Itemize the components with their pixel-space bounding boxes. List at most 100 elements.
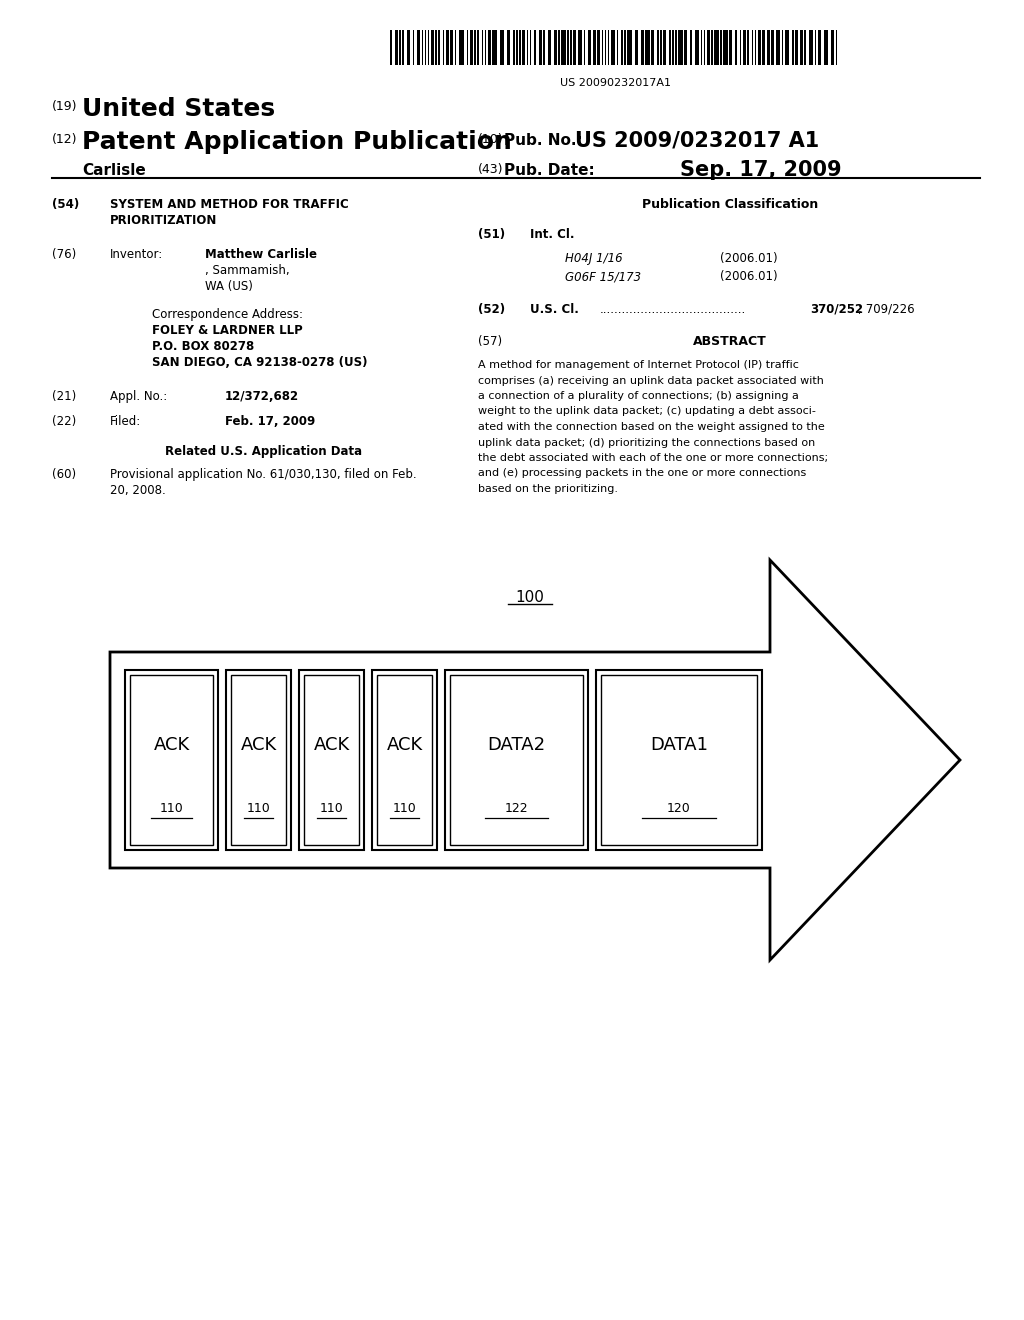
Text: (51): (51) bbox=[478, 228, 505, 242]
Bar bbox=[417, 30, 420, 65]
Text: Correspondence Address:: Correspondence Address: bbox=[152, 308, 303, 321]
Bar bbox=[231, 675, 286, 845]
Bar bbox=[616, 30, 618, 65]
Text: , Sammamish,: , Sammamish, bbox=[205, 264, 290, 277]
Bar bbox=[792, 30, 794, 65]
Bar bbox=[573, 30, 575, 65]
Bar bbox=[694, 30, 699, 65]
Bar bbox=[570, 30, 571, 65]
Bar bbox=[492, 30, 497, 65]
Text: 110: 110 bbox=[160, 801, 183, 814]
Text: ated with the connection based on the weight assigned to the: ated with the connection based on the we… bbox=[478, 422, 824, 432]
Text: weight to the uplink data packet; (c) updating a debt associ-: weight to the uplink data packet; (c) up… bbox=[478, 407, 816, 417]
Bar bbox=[588, 30, 591, 65]
Bar bbox=[578, 30, 582, 65]
Text: the debt associated with each of the one or more connections;: the debt associated with each of the one… bbox=[478, 453, 828, 463]
Text: FOLEY & LARDNER LLP: FOLEY & LARDNER LLP bbox=[152, 323, 303, 337]
Text: (19): (19) bbox=[52, 100, 78, 114]
Text: and (e) processing packets in the one or more connections: and (e) processing packets in the one or… bbox=[478, 469, 806, 479]
Text: Feb. 17, 2009: Feb. 17, 2009 bbox=[225, 414, 315, 428]
Text: Appl. No.:: Appl. No.: bbox=[110, 389, 167, 403]
Bar bbox=[500, 30, 504, 65]
Text: (54): (54) bbox=[52, 198, 79, 211]
Text: Pub. No.:: Pub. No.: bbox=[504, 133, 583, 148]
Bar bbox=[775, 30, 780, 65]
Bar bbox=[675, 30, 677, 65]
Bar bbox=[823, 30, 828, 65]
Text: US 2009/0232017 A1: US 2009/0232017 A1 bbox=[575, 129, 819, 150]
Bar bbox=[442, 30, 444, 65]
Text: Patent Application Publication: Patent Application Publication bbox=[82, 129, 512, 154]
Bar bbox=[707, 30, 710, 65]
Bar bbox=[809, 30, 813, 65]
Text: ABSTRACT: ABSTRACT bbox=[693, 335, 767, 348]
Text: (10): (10) bbox=[478, 133, 504, 147]
Text: DATA2: DATA2 bbox=[487, 737, 546, 754]
Bar bbox=[558, 30, 559, 65]
Bar bbox=[784, 30, 790, 65]
Bar bbox=[526, 30, 528, 65]
Text: ACK: ACK bbox=[313, 737, 349, 754]
Bar bbox=[817, 30, 820, 65]
Text: Inventor:: Inventor: bbox=[110, 248, 163, 261]
Text: P.O. BOX 80278: P.O. BOX 80278 bbox=[152, 341, 254, 352]
Bar bbox=[645, 30, 649, 65]
Bar bbox=[601, 675, 757, 845]
Bar bbox=[836, 30, 837, 65]
Bar bbox=[684, 30, 687, 65]
Bar bbox=[690, 30, 691, 65]
Bar bbox=[516, 30, 517, 65]
Bar bbox=[700, 30, 702, 65]
Bar bbox=[445, 30, 449, 65]
Text: Int. Cl.: Int. Cl. bbox=[530, 228, 574, 242]
Bar bbox=[435, 30, 436, 65]
Bar bbox=[752, 30, 753, 65]
Bar bbox=[399, 30, 400, 65]
Bar bbox=[596, 671, 762, 850]
Text: .......................................: ....................................... bbox=[600, 304, 746, 315]
Text: ; 709/226: ; 709/226 bbox=[858, 304, 914, 315]
Text: Publication Classification: Publication Classification bbox=[642, 198, 818, 211]
Text: uplink data packet; (d) prioritizing the connections based on: uplink data packet; (d) prioritizing the… bbox=[478, 437, 815, 447]
Text: (22): (22) bbox=[52, 414, 76, 428]
Bar bbox=[657, 30, 658, 65]
Bar bbox=[226, 671, 291, 850]
Text: 110: 110 bbox=[392, 801, 417, 814]
Bar bbox=[621, 30, 623, 65]
Text: (2006.01): (2006.01) bbox=[720, 252, 777, 265]
Text: G06F 15/173: G06F 15/173 bbox=[565, 271, 641, 282]
Bar bbox=[438, 30, 439, 65]
Bar bbox=[430, 30, 433, 65]
Bar bbox=[567, 30, 568, 65]
Text: Sep. 17, 2009: Sep. 17, 2009 bbox=[680, 160, 842, 180]
Bar bbox=[593, 30, 596, 65]
Bar bbox=[394, 30, 397, 65]
Bar bbox=[584, 30, 585, 65]
Bar bbox=[831, 30, 834, 65]
Bar bbox=[781, 30, 783, 65]
Text: (76): (76) bbox=[52, 248, 76, 261]
Text: SAN DIEGO, CA 92138-0278 (US): SAN DIEGO, CA 92138-0278 (US) bbox=[152, 356, 368, 370]
Bar bbox=[771, 30, 774, 65]
Text: Carlisle: Carlisle bbox=[82, 162, 145, 178]
Bar bbox=[607, 30, 609, 65]
Bar bbox=[539, 30, 542, 65]
Text: ACK: ACK bbox=[154, 737, 189, 754]
Bar bbox=[125, 671, 218, 850]
Bar bbox=[742, 30, 745, 65]
Bar bbox=[548, 30, 551, 65]
Text: (21): (21) bbox=[52, 389, 76, 403]
Text: (52): (52) bbox=[478, 304, 505, 315]
Bar bbox=[413, 30, 414, 65]
Bar bbox=[304, 675, 359, 845]
Text: 12/372,682: 12/372,682 bbox=[225, 389, 299, 403]
Text: (12): (12) bbox=[52, 133, 78, 147]
Bar bbox=[130, 675, 213, 845]
Text: Pub. Date:: Pub. Date: bbox=[504, 162, 595, 178]
Bar bbox=[627, 30, 632, 65]
Bar bbox=[663, 30, 666, 65]
Bar bbox=[703, 30, 705, 65]
Bar bbox=[427, 30, 429, 65]
Bar bbox=[795, 30, 798, 65]
Bar bbox=[800, 30, 803, 65]
